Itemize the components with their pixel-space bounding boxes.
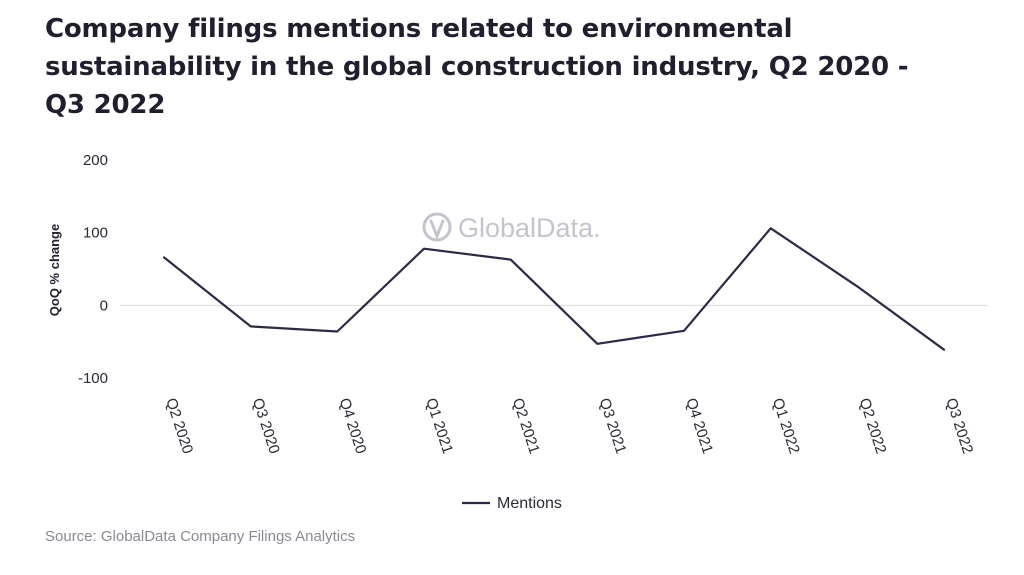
x-tick-label: Q3 2022 (942, 396, 976, 456)
y-axis-label: QoQ % change (47, 224, 62, 316)
legend[interactable]: Mentions (462, 495, 562, 512)
globaldata-logo-icon (422, 212, 452, 242)
chart-title: Company filings mentions related to envi… (45, 14, 909, 120)
source-note: Source: GlobalData Company Filings Analy… (45, 528, 356, 545)
y-tick-label: -100 (78, 370, 108, 387)
x-tick-label: Q4 2021 (682, 396, 716, 456)
x-tick-label: Q1 2022 (769, 396, 803, 456)
x-tick-labels: Q2 2020 Q3 2020 Q4 2020 Q1 2021 Q2 2021 Q3 20… (162, 396, 976, 456)
y-tick-label: 200 (83, 152, 108, 169)
watermark-text: GlobalData. (458, 213, 601, 243)
watermark: GlobalData. (422, 212, 601, 243)
series-group (162, 227, 946, 351)
x-tick-label: Q3 2021 (596, 396, 630, 456)
x-tick-label: Q4 2020 (336, 396, 370, 456)
x-tick-label: Q3 2020 (249, 396, 283, 456)
x-tick-label: Q2 2021 (509, 396, 543, 456)
x-tick-label: Q2 2020 (162, 396, 196, 456)
series-line-mentions (162, 227, 946, 351)
x-tick-label: Q2 2022 (856, 396, 890, 456)
x-tick-label: Q1 2021 (422, 396, 456, 456)
y-tick-label: 100 (83, 225, 108, 242)
y-axis-label-group: QoQ % change (47, 224, 62, 316)
y-tick-labels: 200 100 0 -100 (78, 152, 108, 387)
y-tick-label: 0 (100, 297, 108, 314)
legend-item[interactable]: Mentions (462, 495, 562, 512)
legend-label: Mentions (497, 495, 562, 512)
